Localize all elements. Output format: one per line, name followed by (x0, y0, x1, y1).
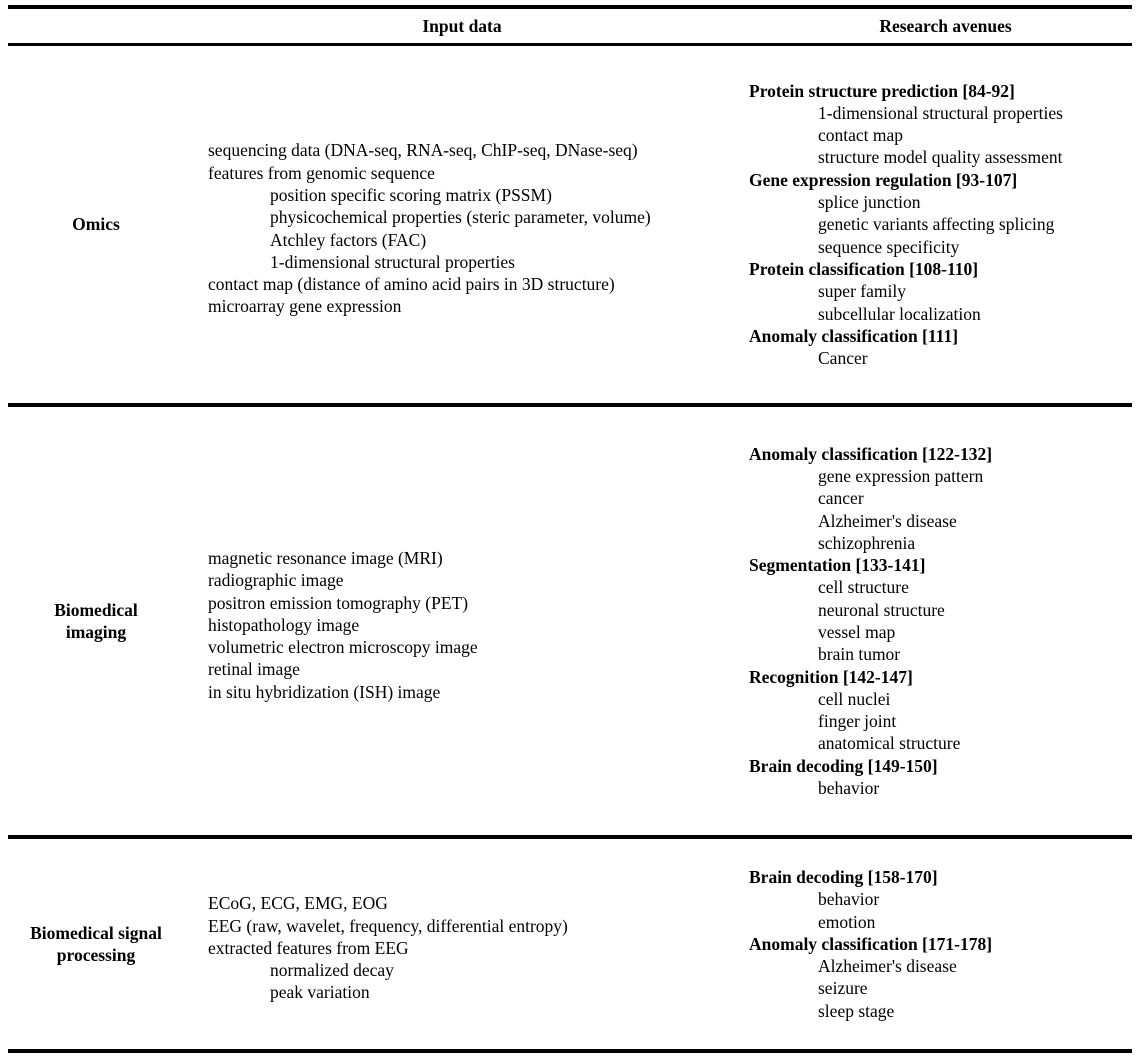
research-topic-heading: Anomaly classification [111] (749, 325, 959, 346)
research-topic-heading: Recognition [142-147] (749, 666, 913, 687)
research-topic-subitem: super family (818, 281, 906, 302)
research-topic-subitem: vessel map (818, 622, 896, 642)
research-topic-subitem: neuronal structure (818, 599, 945, 620)
research-topic-subitem: structure model quality assessment (818, 147, 1063, 168)
input-data-line: contact map (distance of amino acid pair… (208, 274, 615, 295)
research-topic-subitem: genetic variants affecting splicing (818, 214, 1055, 235)
research-topic-subitem: contact map (818, 125, 904, 146)
research-topic-subitem: anatomical structure (818, 733, 961, 754)
input-data-lines: sequencing data (DNA-seq, RNA-seq, ChIP-… (208, 139, 732, 317)
input-data-cell: sequencing data (DNA-seq, RNA-seq, ChIP-… (192, 131, 732, 317)
research-topic-subitem: sequence specificity (818, 236, 960, 257)
column-header-research-avenues: Research avenues (879, 15, 1012, 36)
research-topic-subitem: Alzheimer's disease (818, 510, 957, 531)
research-topic-heading: Gene expression regulation [93-107] (749, 169, 1018, 190)
table-row-biomedical-signal-processing: Biomedical signal processing ECoG, ECG, … (0, 839, 1139, 1049)
research-topic-subitem: sleep stage (818, 1000, 895, 1021)
input-data-line: positron emission tomography (PET) (208, 592, 469, 613)
row-label: Biomedical signal processing (30, 922, 162, 965)
research-topic-heading: Protein classification [108-110] (749, 258, 979, 279)
research-topic-heading: Anomaly classification [171-178] (749, 933, 993, 954)
row-divider-rule (8, 403, 1132, 407)
row-divider-rule (8, 835, 1132, 839)
input-data-line: histopathology image (208, 614, 360, 635)
research-topic-subitem: behavior (818, 778, 880, 799)
research-topic-subitem: finger joint (818, 711, 897, 732)
table-bottom-rule (8, 1049, 1132, 1053)
research-topic-subitem: 1-dimensional structural properties (818, 102, 1063, 123)
input-data-line: ECoG, ECG, EMG, EOG (208, 893, 388, 914)
input-data-line: volumetric electron microscopy image (208, 637, 478, 658)
research-topic-heading: Segmentation [133-141] (749, 555, 926, 576)
input-data-line: magnetic resonance image (MRI) (208, 547, 443, 568)
research-topic-subitem: cancer (818, 488, 864, 509)
row-label: Omics (72, 214, 120, 235)
research-topic-subitem: Cancer (818, 348, 868, 369)
row-label: Biomedical imaging (54, 599, 138, 642)
input-data-line: features from genomic sequence (208, 162, 435, 183)
input-data-line: in situ hybridization (ISH) image (208, 681, 441, 702)
input-data-line: normalized decay (270, 960, 394, 981)
research-topic-heading: Protein structure prediction [84-92] (749, 80, 1015, 101)
research-topic-subitem: brain tumor (818, 644, 901, 665)
input-data-line: sequencing data (DNA-seq, RNA-seq, ChIP-… (208, 140, 638, 161)
table-top-rule (8, 5, 1132, 9)
table-row-biomedical-imaging: Biomedical imaging magnetic resonance im… (0, 407, 1139, 835)
research-topic-heading: Brain decoding [149-150] (749, 755, 938, 776)
research-avenues-cell: Protein structure prediction [84-92] 1-di… (732, 80, 1139, 370)
input-data-line: EEG (raw, wavelet, frequency, differenti… (208, 915, 568, 936)
research-avenues-lines: Protein structure prediction [84-92] 1-di… (749, 80, 1139, 370)
research-topic-subitem: cell nuclei (818, 688, 891, 709)
research-avenues-lines: Anomaly classification [122-132] gene exp… (749, 443, 1139, 800)
research-topic-heading: Brain decoding [158-170] (749, 866, 938, 887)
table-row-omics: Omics sequencing data (DNA-seq, RNA-seq,… (0, 46, 1139, 403)
header-underline-rule (8, 43, 1132, 46)
row-label-cell: Omics (0, 46, 192, 403)
input-data-line: radiographic image (208, 570, 344, 591)
input-data-lines: magnetic resonance image (MRI) radiograph… (208, 547, 732, 703)
research-topic-heading: Anomaly classification [122-132] (749, 443, 993, 464)
input-data-cell: ECoG, ECG, EMG, EOG EEG (raw, wavelet, fr… (192, 884, 732, 1003)
column-header-input-data: Input data (422, 15, 502, 36)
input-data-line: position specific scoring matrix (PSSM) (270, 184, 552, 205)
input-data-line: peak variation (270, 982, 370, 1003)
input-data-lines: ECoG, ECG, EMG, EOG EEG (raw, wavelet, fr… (208, 892, 732, 1003)
table-header-row: Input data Research avenues (0, 9, 1139, 43)
input-data-line: retinal image (208, 659, 300, 680)
research-topic-subitem: seizure (818, 978, 868, 999)
input-data-cell: magnetic resonance image (MRI) radiograph… (192, 539, 732, 703)
research-avenues-lines: Brain decoding [158-170] behavior emotion A… (749, 866, 1139, 1022)
research-topic-subitem: behavior (818, 889, 880, 910)
research-topic-subitem: emotion (818, 911, 876, 932)
research-topic-subitem: subcellular localization (818, 303, 981, 324)
research-topic-subitem: splice junction (818, 192, 921, 213)
input-data-line: microarray gene expression (208, 296, 402, 317)
input-data-line: Atchley factors (FAC) (270, 229, 427, 250)
research-topic-subitem: cell structure (818, 577, 909, 598)
row-label-cell: Biomedical signal processing (0, 839, 192, 1049)
input-data-line: extracted features from EEG (208, 937, 409, 958)
row-label-cell: Biomedical imaging (0, 407, 192, 835)
research-avenues-cell: Anomaly classification [122-132] gene exp… (732, 443, 1139, 800)
input-data-line: physicochemical properties (steric param… (270, 207, 651, 228)
research-topic-subitem: Alzheimer's disease (818, 956, 957, 977)
research-avenues-cell: Brain decoding [158-170] behavior emotion A… (732, 866, 1139, 1022)
research-topic-subitem: schizophrenia (818, 532, 916, 553)
input-data-line: 1-dimensional structural properties (270, 251, 515, 272)
research-topic-subitem: gene expression pattern (818, 465, 984, 486)
